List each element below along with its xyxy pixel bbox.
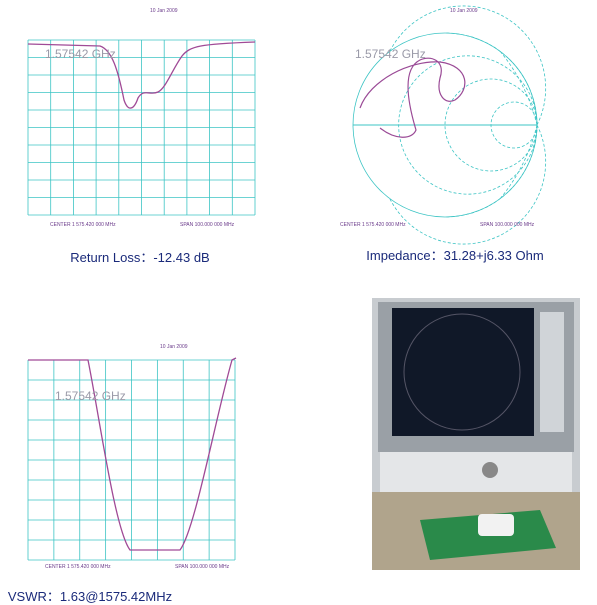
photo	[372, 298, 580, 570]
date: 10 Jan 2009	[150, 8, 178, 14]
grid-line	[499, 51, 538, 126]
vswr-curve	[28, 357, 237, 551]
impedance-curve	[359, 57, 466, 138]
caption: Impedance：31.28+j6.33 Ohm	[366, 248, 543, 263]
marker-label: 1.57542 GHz	[45, 47, 116, 61]
grid-line	[444, 124, 538, 218]
center-label: CENTER 1 575.420 000 MHz	[45, 564, 111, 570]
date: 10 Jan 2009	[160, 344, 188, 350]
marker-label: 1.57542 GHz	[55, 389, 126, 403]
center-label: CENTER 1 575.420 000 MHz	[340, 222, 406, 228]
caption: Return Loss：-12.43 dB	[70, 250, 209, 265]
smith-chart	[352, 5, 547, 245]
return-loss-curve	[27, 41, 256, 109]
center-label: CENTER 1 575.420 000 MHz	[50, 222, 116, 228]
caption: VSWR：1.63@1575.42MHz	[8, 589, 172, 604]
date: 10 Jan 2009	[450, 8, 478, 14]
span-label: SPAN 100.000 000 MHz	[175, 564, 230, 570]
grid-line	[499, 124, 538, 199]
return-loss-grid	[27, 39, 256, 216]
span-label: SPAN 100.000 000 MHz	[180, 222, 235, 228]
marker-label: 1.57542 GHz	[355, 47, 426, 61]
span-label: SPAN 100.000 000 MHz	[480, 222, 535, 228]
grid-line	[444, 32, 538, 126]
vswr-grid	[27, 359, 236, 561]
